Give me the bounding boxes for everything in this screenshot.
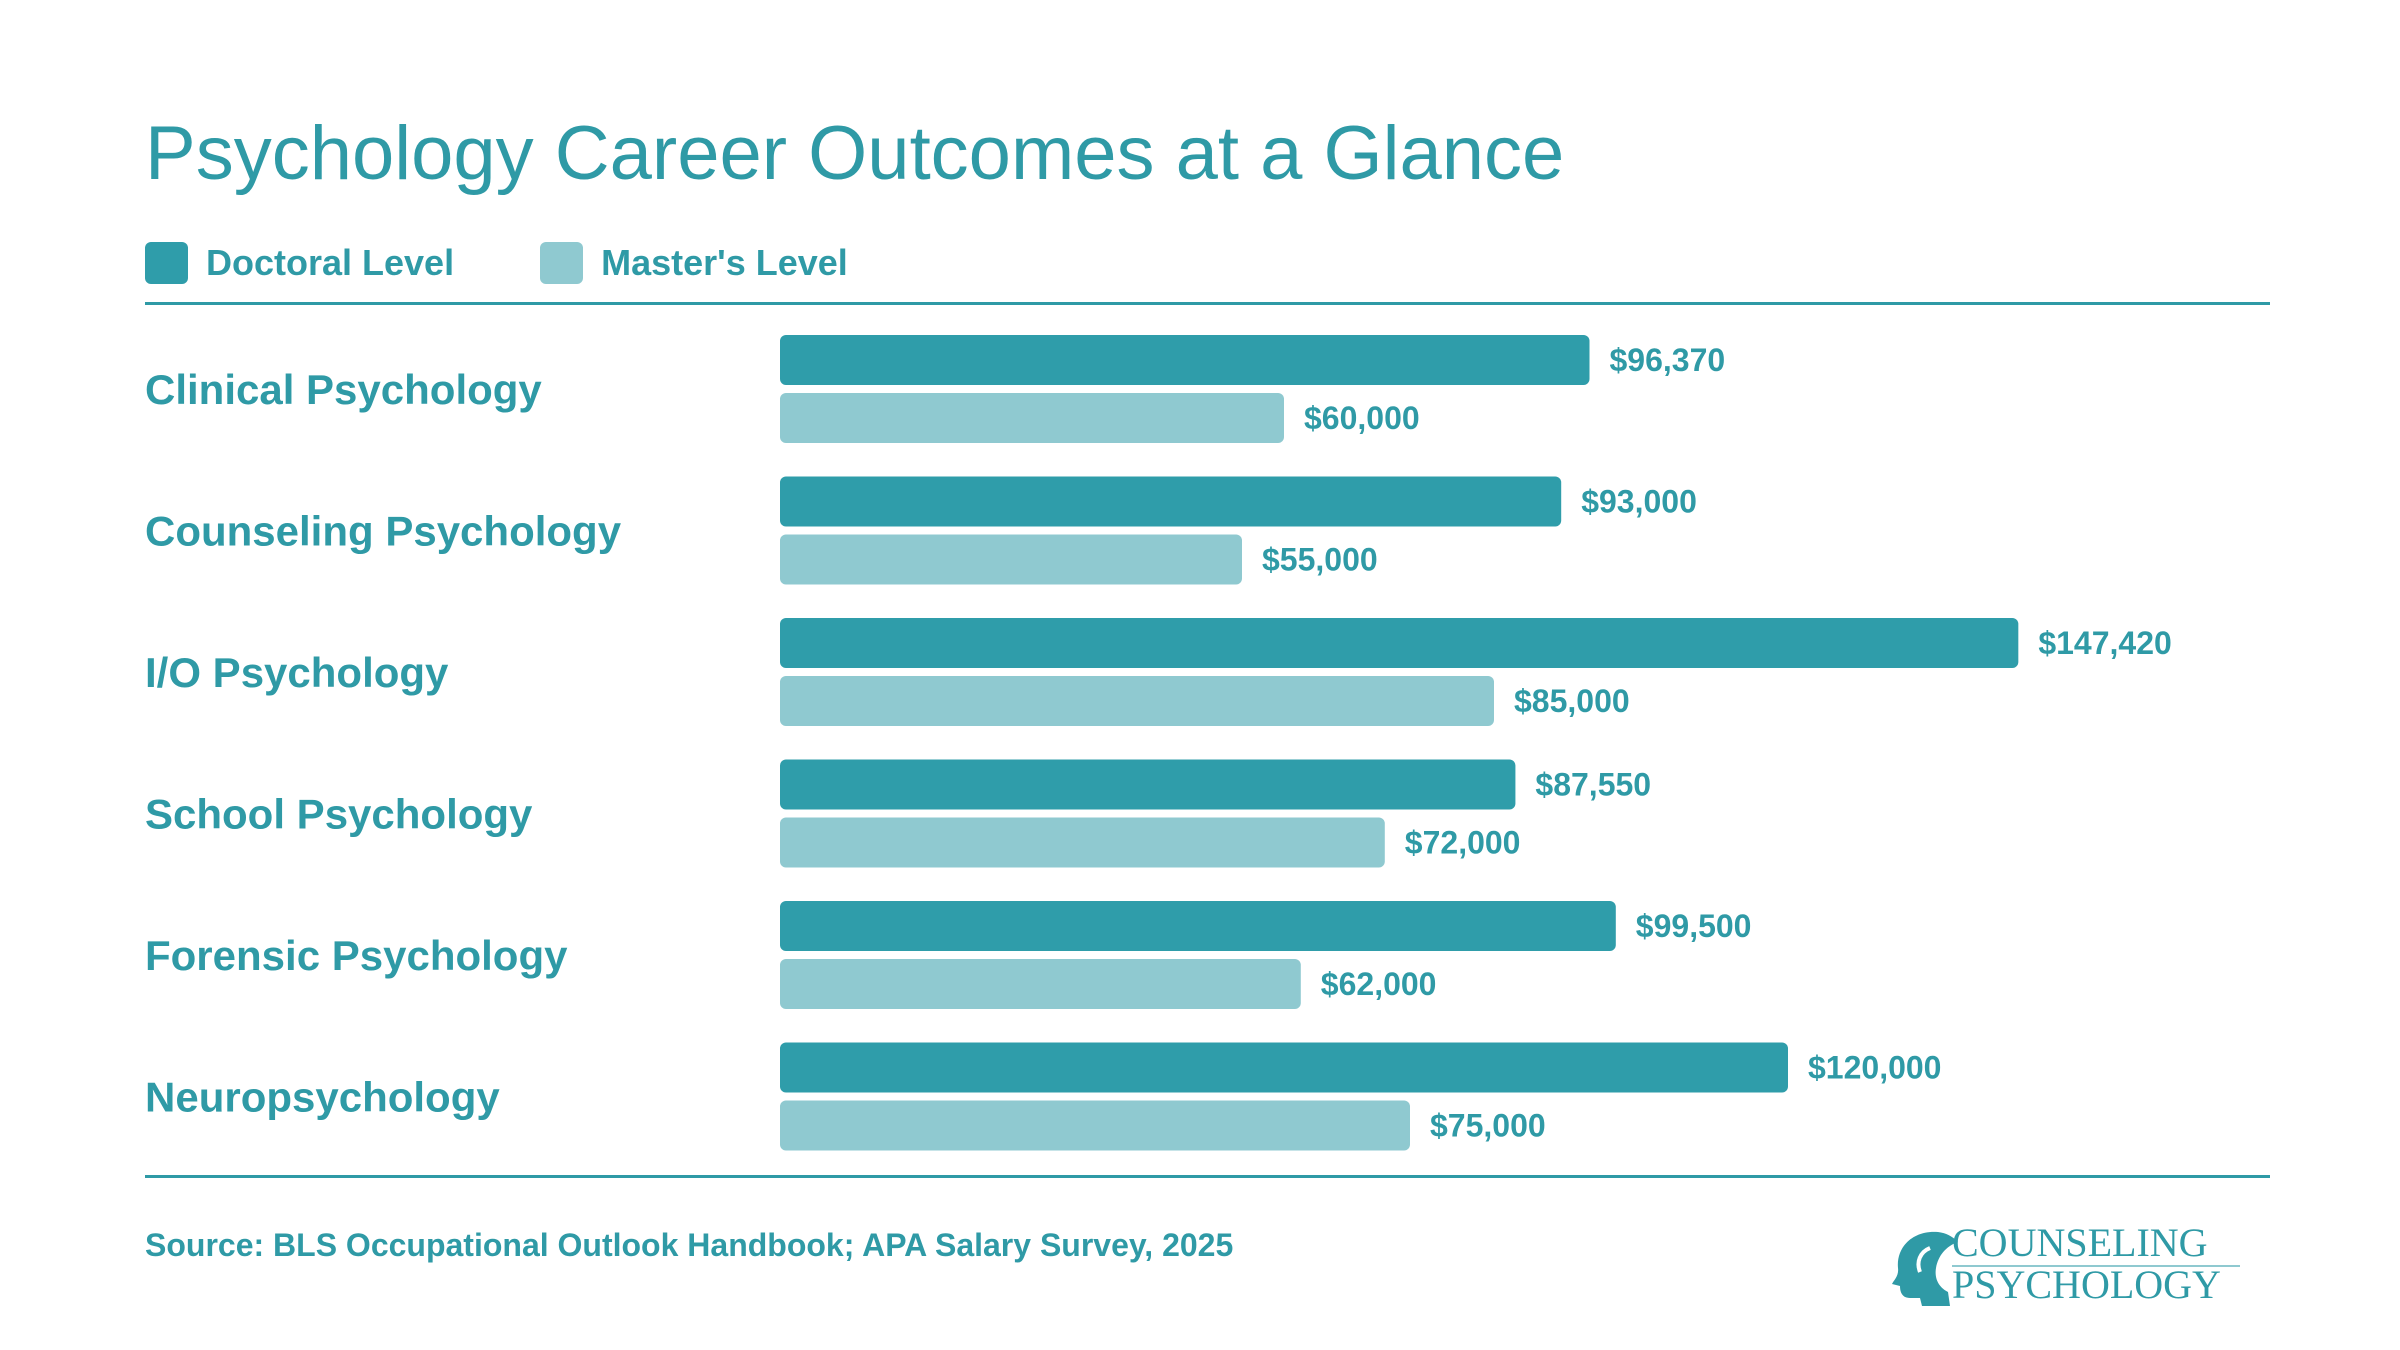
legend-swatch-masters (540, 242, 584, 284)
value-label: $147,420 (2038, 625, 2171, 661)
counseling-psychology-logo: COUNSELING PSYCHOLOGY (1892, 1220, 2240, 1307)
bar-masters (780, 534, 1242, 585)
bar-group: I/O Psychology $147,420 $85,000 (145, 618, 2172, 726)
category-label: Counseling Psychology (145, 508, 622, 555)
logo-line-2: PSYCHOLOGY (1952, 1262, 2221, 1307)
bar-masters (780, 393, 1284, 443)
bottom-divider (145, 1175, 2270, 1178)
legend: Doctoral Level Master's Level (145, 240, 934, 286)
value-label: $120,000 (1808, 1050, 1941, 1086)
bar-doctoral (780, 901, 1616, 951)
bar-doctoral (780, 759, 1516, 810)
bar-group: Counseling Psychology $93,000 $55,000 (145, 476, 1697, 585)
bar-doctoral (780, 476, 1562, 527)
value-label: $72,000 (1405, 825, 1521, 861)
bar-doctoral (780, 335, 1590, 385)
category-label: Neuropsychology (145, 1074, 500, 1121)
legend-swatch-doctoral (145, 242, 188, 284)
legend-label-doctoral: Doctoral Level (206, 242, 455, 283)
bar-doctoral (780, 1042, 1788, 1093)
chart-title: Psychology Career Outcomes at a Glance (145, 111, 1565, 196)
category-label: Clinical Psychology (145, 366, 542, 413)
legend-label-masters: Master's Level (601, 242, 848, 283)
value-label: $55,000 (1262, 542, 1378, 578)
bar-doctoral (780, 618, 2019, 668)
top-divider (145, 302, 2270, 305)
bar-group: Neuropsychology $120,000 $75,000 (145, 1042, 1941, 1151)
source-note: Source: BLS Occupational Outlook Handboo… (145, 1227, 1234, 1263)
value-label: $62,000 (1321, 966, 1437, 1002)
legend-item-masters: Master's Level (540, 242, 848, 284)
category-label: Forensic Psychology (145, 932, 568, 979)
bar-group: School Psychology $87,550 $72,000 (145, 759, 1651, 868)
bar-group: Clinical Psychology $96,370 $60,000 (145, 335, 1725, 443)
value-label: $87,550 (1535, 767, 1651, 803)
bar-masters (780, 959, 1301, 1009)
head-profile-icon (1892, 1231, 1958, 1306)
logo-line-1: COUNSELING (1952, 1220, 2208, 1265)
category-label: I/O Psychology (145, 649, 449, 696)
bar-masters (780, 1100, 1410, 1151)
bar-group: Forensic Psychology $99,500 $62,000 (145, 901, 1751, 1009)
legend-item-doctoral: Doctoral Level (145, 242, 454, 284)
value-label: $93,000 (1581, 484, 1697, 520)
category-label: School Psychology (145, 791, 533, 838)
value-label: $99,500 (1636, 908, 1752, 944)
bar-masters (780, 676, 1494, 726)
value-label: $60,000 (1304, 400, 1420, 436)
value-label: $85,000 (1514, 683, 1630, 719)
value-label: $96,370 (1610, 342, 1726, 378)
value-label: $75,000 (1430, 1108, 1546, 1144)
bar-masters (780, 817, 1385, 868)
